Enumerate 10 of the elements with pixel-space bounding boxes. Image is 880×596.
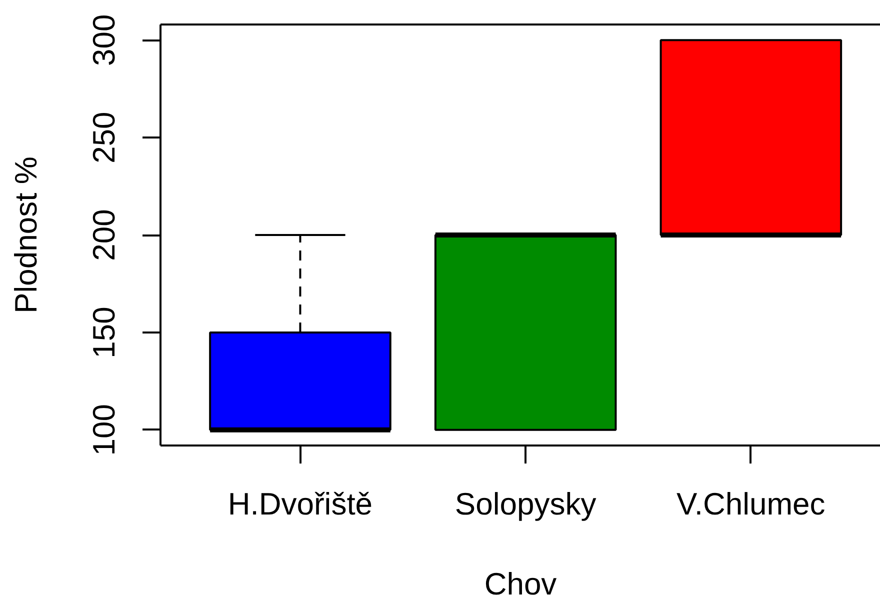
y-tick-label: 250 [86, 112, 122, 164]
x-tick-label: Solopysky [454, 486, 597, 522]
x-tick-label: H.Dvořiště [228, 486, 373, 522]
x-axis-title: Chov [484, 566, 558, 596]
x-tick-label: V.Chlumec [676, 486, 826, 522]
y-tick-label: 200 [86, 209, 122, 261]
y-tick-label: 300 [86, 14, 122, 66]
y-axis-title: Plodnost % [8, 156, 44, 314]
y-tick-label: 100 [86, 404, 122, 456]
y-tick-label: 150 [86, 306, 122, 358]
